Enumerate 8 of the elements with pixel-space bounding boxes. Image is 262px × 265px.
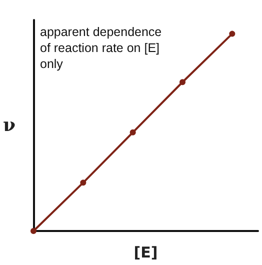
- point: [30, 228, 36, 234]
- point: [180, 79, 186, 86]
- point: [130, 129, 136, 136]
- y-axis-title: ν: [2, 115, 16, 136]
- x-axis-title: [E]: [134, 244, 158, 262]
- point: [229, 30, 236, 37]
- annotation: apparent dependence of reaction rate on [E] only: [40, 25, 166, 71]
- point: [80, 180, 86, 186]
